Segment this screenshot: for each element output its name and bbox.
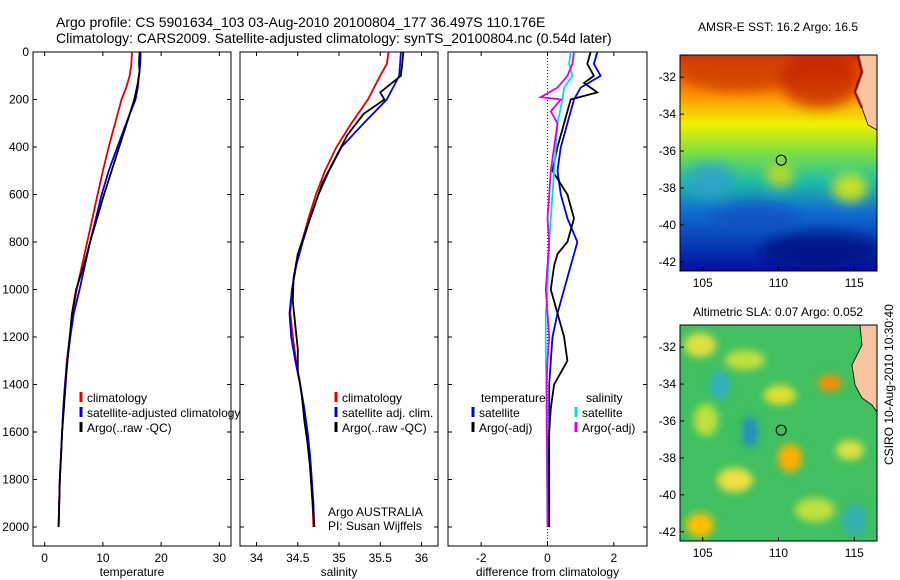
map-x-tick-label: 115 — [845, 546, 864, 560]
salinity-panel: 34 34.5 35 35.5 36 salinity climatologysatelli… — [239, 51, 439, 579]
x-tick-label: 36 — [415, 551, 429, 565]
series-line-argo-raw-qc- — [291, 51, 405, 528]
y-tick-label: 2000 — [2, 520, 29, 534]
x-tick-label: 10 — [96, 551, 110, 565]
header-line-2: Climatology: CARS2009. Satellite-adjuste… — [56, 30, 612, 46]
y-tick-label: 600 — [9, 188, 29, 202]
annotation-text: Argo AUSTRALIA — [328, 505, 423, 519]
map-y-tick-label: -42 — [659, 525, 677, 539]
x-tick-label: 30 — [213, 551, 227, 565]
legend-label: climatology — [87, 391, 147, 405]
y-tick-label: 1600 — [2, 425, 29, 439]
y-tick-label: 0 — [22, 45, 29, 59]
map-y-tick-label: -32 — [659, 340, 677, 354]
salinity-axes-box — [239, 51, 439, 547]
map-x-tick-label: 110 — [769, 276, 788, 290]
side-timestamp: CSIRO 10-Aug-2010 10:30:40 — [882, 304, 896, 465]
y-tick-label: 200 — [9, 93, 29, 107]
y-tick-label: 1800 — [2, 473, 29, 487]
map-y-tick-label: -38 — [659, 181, 677, 195]
x-tick-label: -2 — [476, 551, 487, 565]
series-line-argo-raw-qc- — [57, 51, 141, 528]
legend-label: satellite adj. clim. — [342, 406, 433, 420]
sst-map-title: AMSR-E SST: 16.2 Argo: 16.5 — [698, 20, 858, 34]
y-tick-label: 400 — [9, 140, 29, 154]
temperature-panel: 0 200 400 600 800 1000 1200 1400 1600 1800 2000 0 10… — [2, 45, 240, 579]
series-line-temperature-argo-adj- — [548, 51, 600, 527]
temperature-xlabel: temperature — [100, 565, 165, 579]
argo-location-marker — [775, 424, 787, 436]
legend-label: satellite — [582, 406, 623, 420]
map-x-tick-label: 110 — [769, 546, 788, 560]
sla-map: Altimetric SLA: 0.07 Argo: 0.052 105 — [659, 305, 878, 560]
x-tick-label: 34.5 — [286, 551, 310, 565]
x-tick-label: 0 — [544, 551, 551, 565]
legend-label: temperature — [481, 391, 546, 405]
legend-label: Argo(-adj) — [582, 421, 635, 435]
map-y-tick-label: -40 — [659, 218, 677, 232]
y-tick-label: 800 — [9, 235, 29, 249]
x-tick-label: 34 — [250, 551, 264, 565]
x-tick-label: 20 — [154, 551, 168, 565]
map-y-tick-label: -34 — [659, 107, 677, 121]
x-tick-label: 35 — [332, 551, 346, 565]
x-tick-label: 0 — [41, 551, 48, 565]
y-tick-label: 1000 — [2, 283, 29, 297]
map-y-tick-label: -34 — [659, 377, 677, 391]
sst-map: AMSR-E SST: 16.2 Argo: 16.5 105 110 115 -32… — [659, 20, 878, 290]
difference-xlabel: difference from climatology — [476, 565, 619, 579]
map-y-tick-label: -38 — [659, 451, 677, 465]
x-tick-label: 2 — [610, 551, 617, 565]
temperature-axes-box — [32, 51, 232, 547]
legend-label: Argo(-adj) — [479, 421, 532, 435]
argo-location-marker — [775, 154, 787, 166]
y-tick-label: 1400 — [2, 378, 29, 392]
map-y-tick-label: -42 — [659, 255, 677, 269]
y-tick-label: 1200 — [2, 330, 29, 344]
legend-label: Argo(..raw -QC) — [342, 421, 427, 435]
map-y-tick-label: -40 — [659, 488, 677, 502]
series-line-salinity-argo-adj- — [538, 51, 575, 527]
sla-map-title: Altimetric SLA: 0.07 Argo: 0.052 — [693, 305, 863, 319]
header-line-1: Argo profile: CS 5901634_103 03-Aug-2010… — [56, 14, 545, 30]
x-tick-label: 35.5 — [369, 551, 393, 565]
legend-label: satellite-adjusted climatology — [87, 406, 240, 420]
annotation-text: PI: Susan Wijffels — [328, 519, 422, 533]
salinity-xlabel: salinity — [321, 565, 358, 579]
legend-label: Argo(..raw -QC) — [87, 421, 172, 435]
map-x-tick-label: 105 — [693, 546, 713, 560]
legend-label: salinity — [586, 391, 623, 405]
map-x-tick-label: 115 — [845, 276, 864, 290]
map-y-tick-label: -32 — [659, 70, 677, 84]
map-y-tick-label: -36 — [659, 414, 677, 428]
legend-label: climatology — [342, 391, 402, 405]
map-x-tick-label: 105 — [693, 276, 713, 290]
map-y-tick-label: -36 — [659, 144, 677, 158]
legend-label: satellite — [479, 406, 520, 420]
